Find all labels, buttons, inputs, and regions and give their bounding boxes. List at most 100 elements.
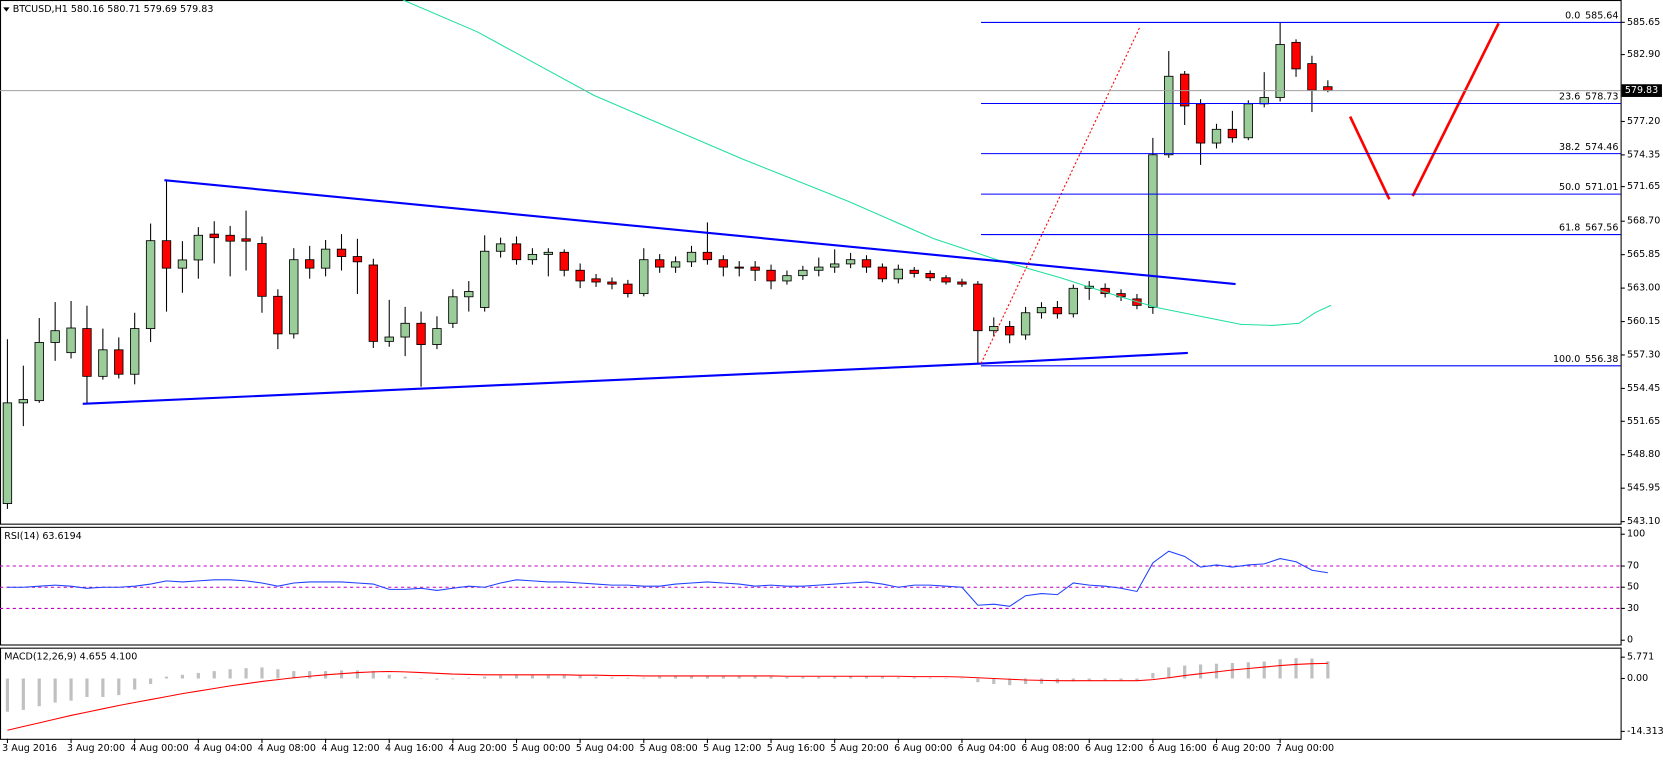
macd-bar	[785, 677, 789, 679]
y-tick-label: 543.10	[1627, 516, 1660, 527]
macd-bar	[1214, 663, 1219, 679]
rsi-title: RSI(14) 63.6194	[4, 531, 82, 542]
candle-body	[1211, 128, 1222, 144]
fib-level: 50.0	[1559, 182, 1580, 193]
candle-body	[114, 349, 124, 375]
candle-body	[1227, 128, 1238, 139]
x-tick-label: 3 Aug 2016	[2, 743, 57, 754]
macd-bar	[562, 674, 566, 679]
candle-body	[209, 233, 219, 239]
x-tick-label: 5 Aug 12:00	[703, 743, 761, 754]
x-tick-label: 6 Aug 00:00	[894, 743, 952, 754]
macd-bar	[1103, 678, 1107, 681]
current-price-box	[1621, 84, 1662, 97]
candle-body	[320, 248, 331, 269]
candle-body	[273, 295, 283, 335]
macd-bar	[451, 678, 455, 680]
candle-body	[1005, 326, 1015, 336]
macd-bar	[658, 676, 662, 679]
macd-bar	[308, 671, 312, 679]
fib-price: 585.64	[1585, 11, 1618, 22]
y-tick-label: 565.85	[1627, 249, 1660, 260]
x-tick-label: 5 Aug 00:00	[512, 743, 570, 754]
forecast-arrow	[1348, 116, 1391, 200]
candle-body	[734, 266, 744, 269]
candle-body	[1275, 44, 1285, 98]
candle-body	[655, 259, 665, 268]
candle-body	[861, 259, 872, 268]
candle-body	[893, 268, 903, 280]
candle-body	[1243, 103, 1253, 139]
candle-body	[145, 240, 156, 330]
candle-body	[941, 277, 951, 283]
x-tick-label: 4 Aug 16:00	[385, 743, 443, 754]
macd-bar	[1087, 678, 1091, 681]
y-tick-label: 577.20	[1627, 116, 1660, 127]
candle-body	[1307, 63, 1317, 91]
fib-price: 556.38	[1585, 354, 1618, 365]
y-tick-label: 574.35	[1627, 149, 1660, 160]
macd-bar	[1278, 659, 1282, 679]
y-tick-label: 0	[1627, 635, 1633, 646]
macd-bar	[705, 675, 710, 679]
macd-bar	[1167, 667, 1171, 679]
macd-bar	[594, 676, 598, 679]
macd-bar	[737, 675, 741, 679]
candle-body	[1323, 86, 1333, 92]
macd-bar	[339, 670, 344, 679]
candle-body	[766, 269, 776, 282]
macd-bar	[101, 678, 105, 697]
macd-bar	[180, 674, 185, 679]
macd-bar	[1246, 662, 1250, 679]
fib-level: 38.2	[1559, 142, 1580, 153]
macd-bar	[626, 677, 630, 679]
x-tick-label: 6 Aug 08:00	[1021, 743, 1079, 754]
x-tick-label: 6 Aug 16:00	[1149, 743, 1207, 754]
candle-body	[1195, 103, 1206, 144]
fib-level: 100.0	[1553, 354, 1580, 365]
candle-body	[989, 326, 999, 332]
macd-bar	[1310, 658, 1314, 679]
candle-body	[225, 234, 235, 242]
candle-body	[241, 238, 251, 242]
forecast-arrow	[1411, 22, 1500, 197]
candle-body	[289, 259, 299, 335]
macd-bar	[149, 678, 153, 685]
macd-bar	[944, 678, 948, 679]
macd-bar	[1183, 665, 1187, 679]
y-tick-label: 568.70	[1627, 216, 1660, 227]
y-tick-label: 557.30	[1627, 349, 1660, 360]
candle-body	[464, 291, 474, 298]
macd-bar	[610, 677, 614, 679]
fib-price: 574.46	[1585, 142, 1618, 153]
candle-body	[686, 251, 697, 263]
candle-body	[416, 322, 426, 345]
y-tick-label: 585.65	[1627, 17, 1660, 28]
y-tick-label: 571.65	[1627, 181, 1660, 192]
candle-body	[1164, 75, 1174, 156]
symbol-icon	[3, 7, 10, 12]
candle-body	[957, 281, 967, 285]
trend-line	[980, 351, 1188, 365]
candle-body	[750, 266, 760, 271]
candle-body	[352, 256, 363, 263]
macd-bar	[117, 678, 121, 696]
macd-bar	[896, 677, 900, 679]
candle-body	[718, 259, 728, 268]
candle-body	[623, 283, 633, 295]
x-tick-label: 3 Aug 20:00	[67, 743, 125, 754]
macd-bar	[1008, 678, 1012, 686]
candle-body	[973, 283, 983, 332]
candle-body	[495, 243, 506, 252]
macd-bar	[1326, 661, 1330, 679]
candle-body	[1068, 287, 1078, 315]
macd-bar	[1262, 661, 1266, 679]
macd-panel	[0, 647, 1622, 740]
y-tick-label: 545.95	[1627, 483, 1660, 494]
fib-price: 571.01	[1585, 182, 1618, 193]
candle-body	[50, 330, 60, 343]
candle-body	[34, 342, 44, 402]
x-tick-label: 4 Aug 12:00	[321, 743, 379, 754]
candle-body	[559, 251, 569, 271]
candle-body	[845, 259, 856, 265]
